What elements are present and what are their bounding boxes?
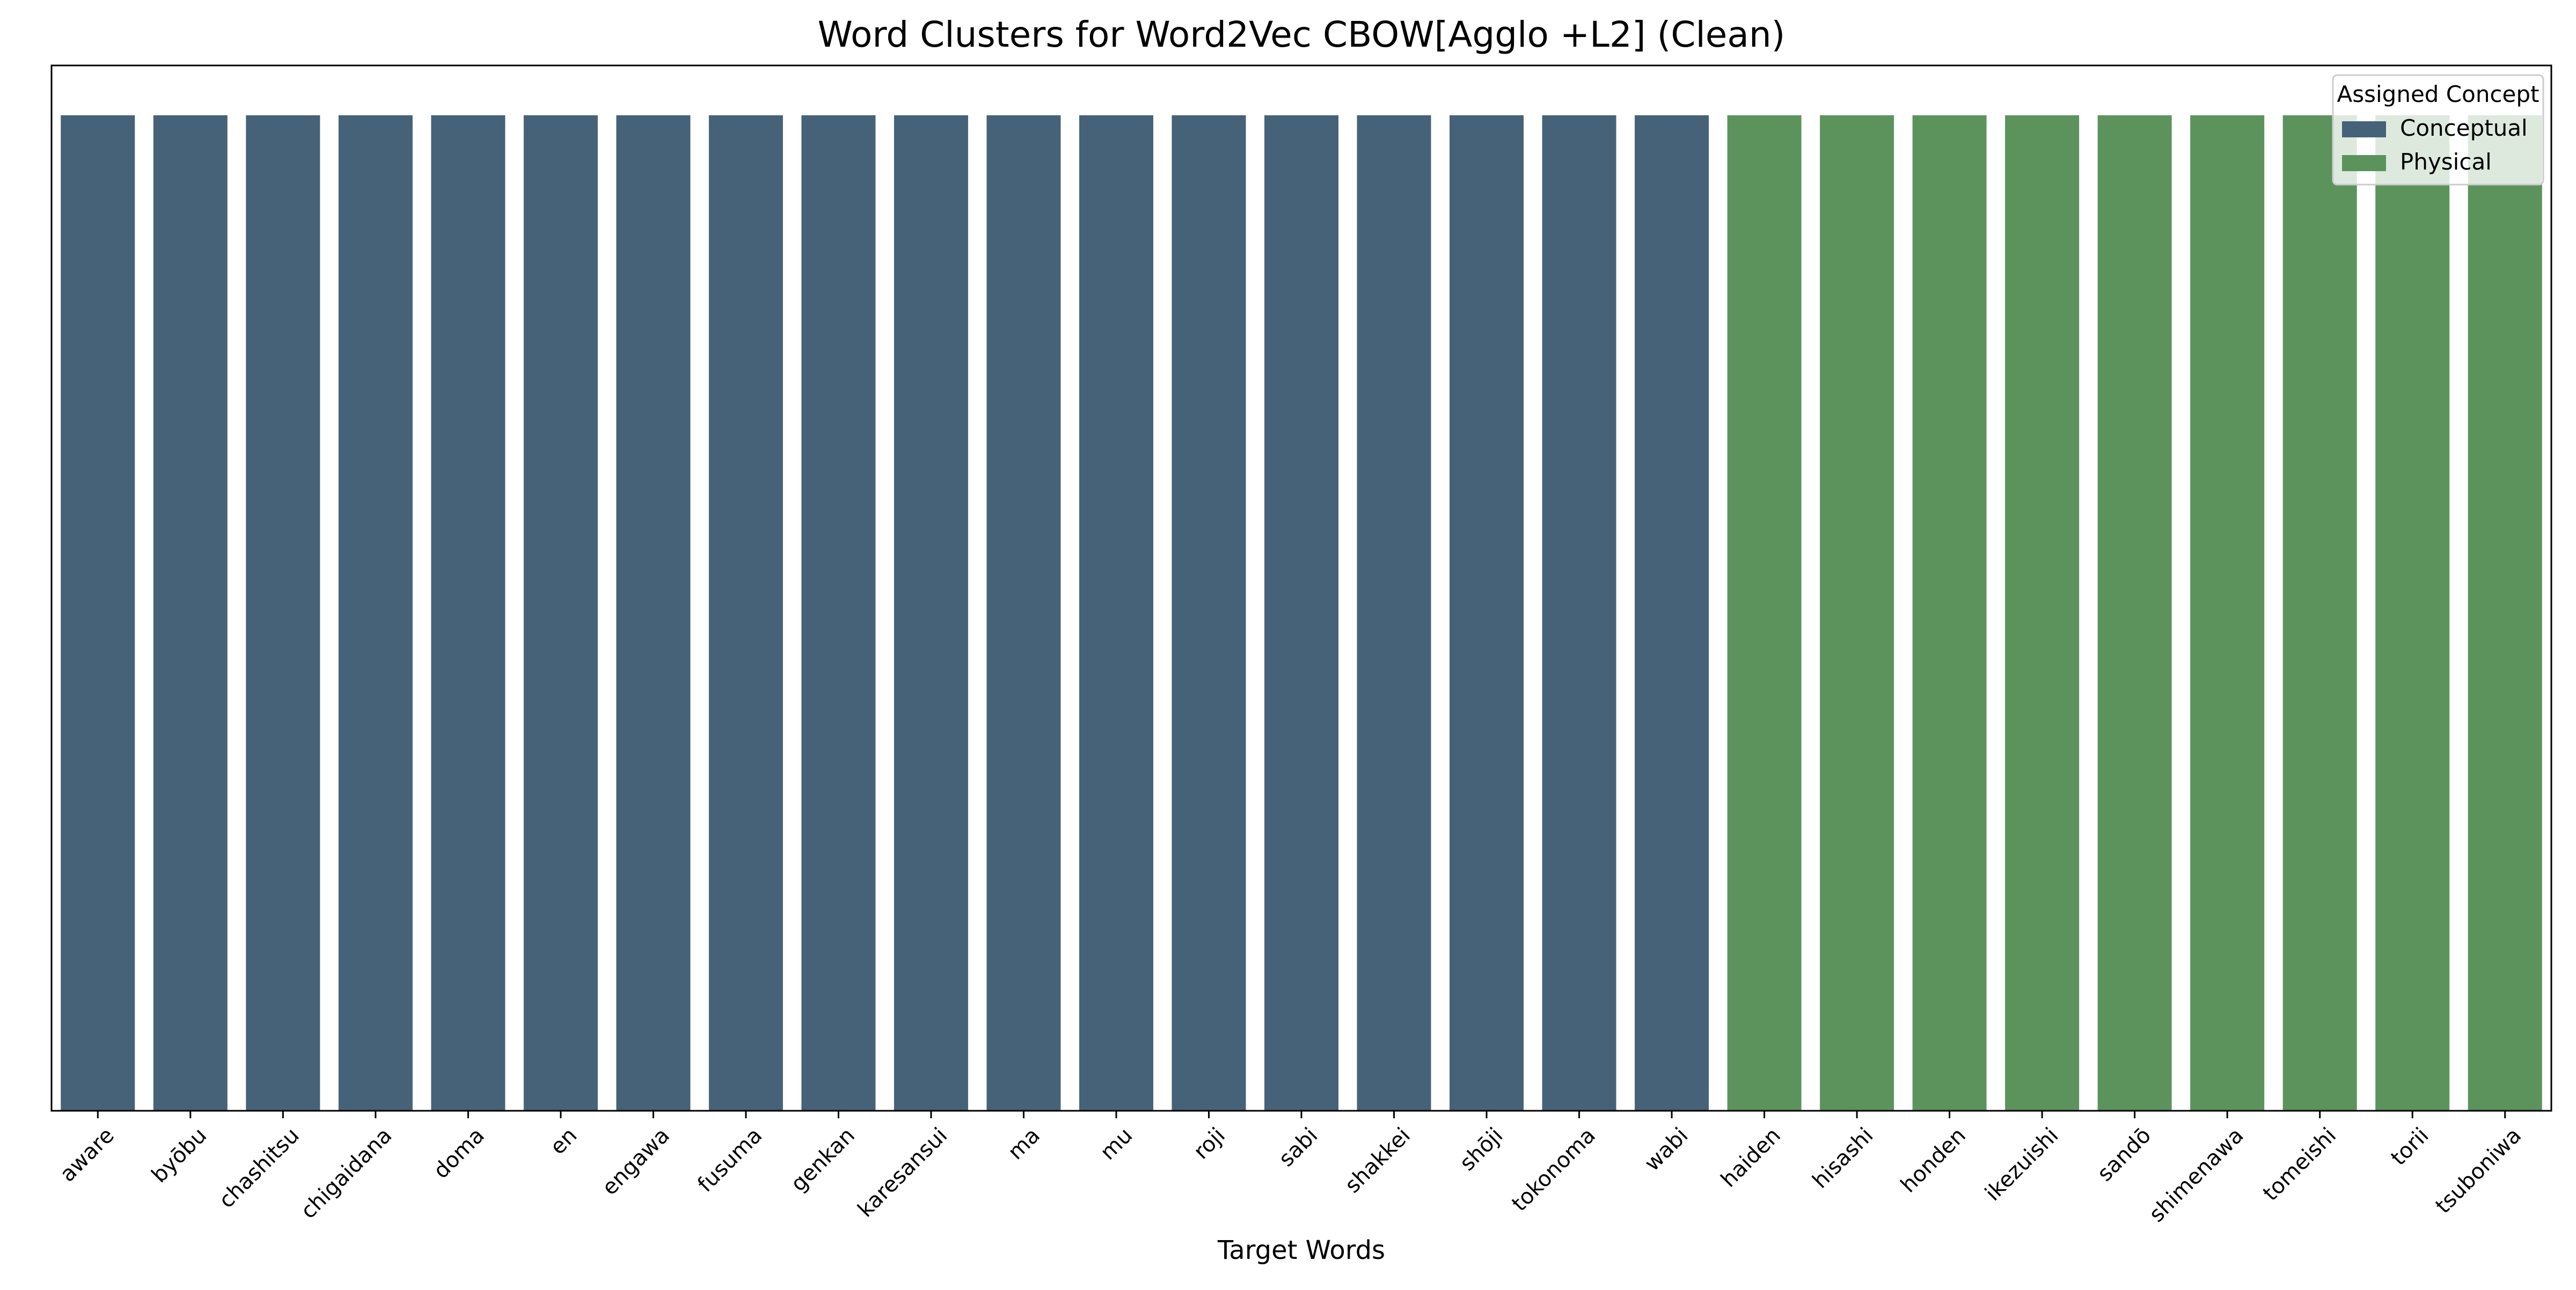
legend-label-physical: Physical bbox=[2400, 149, 2492, 175]
chart-title: Word Clusters for Word2Vec CBOW[Agglo +L… bbox=[818, 14, 1785, 55]
bar-2 bbox=[246, 115, 320, 1111]
bar-8 bbox=[801, 115, 876, 1111]
bar-16 bbox=[1542, 115, 1616, 1111]
bar-14 bbox=[1357, 115, 1431, 1111]
bar-1 bbox=[153, 115, 228, 1111]
legend-title: Assigned Concept bbox=[2337, 81, 2540, 107]
bar-5 bbox=[523, 115, 598, 1111]
bar-10 bbox=[986, 115, 1061, 1111]
bar-11 bbox=[1079, 115, 1153, 1111]
bar-9 bbox=[894, 115, 968, 1111]
bar-0 bbox=[61, 115, 135, 1111]
bar-12 bbox=[1172, 115, 1246, 1111]
bar-18 bbox=[1727, 115, 1802, 1111]
x-axis-label: Target Words bbox=[1217, 1235, 1385, 1265]
legend-entries: Conceptual Physical bbox=[2342, 115, 2528, 175]
bar-4 bbox=[431, 115, 506, 1111]
bar-22 bbox=[2097, 115, 2172, 1111]
bar-23 bbox=[2190, 115, 2265, 1111]
legend-swatch-conceptual bbox=[2342, 121, 2386, 137]
bar-7 bbox=[708, 115, 783, 1111]
bar-3 bbox=[338, 115, 413, 1111]
plot-frame bbox=[50, 64, 2552, 1112]
bar-20 bbox=[1912, 115, 1987, 1111]
legend-label-conceptual: Conceptual bbox=[2400, 115, 2528, 141]
bar-21 bbox=[2005, 115, 2080, 1111]
bar-15 bbox=[1450, 115, 1524, 1111]
legend-swatch-physical bbox=[2342, 155, 2386, 171]
bar-6 bbox=[616, 115, 691, 1111]
bar-24 bbox=[2282, 115, 2357, 1111]
bar-19 bbox=[1820, 115, 1894, 1111]
bar-17 bbox=[1635, 115, 1709, 1111]
bar-25 bbox=[2375, 115, 2450, 1111]
bar-26 bbox=[2468, 115, 2542, 1111]
legend: Assigned Concept Conceptual Physical bbox=[2332, 74, 2544, 186]
bars bbox=[61, 115, 2542, 1111]
bar-13 bbox=[1264, 115, 1338, 1111]
